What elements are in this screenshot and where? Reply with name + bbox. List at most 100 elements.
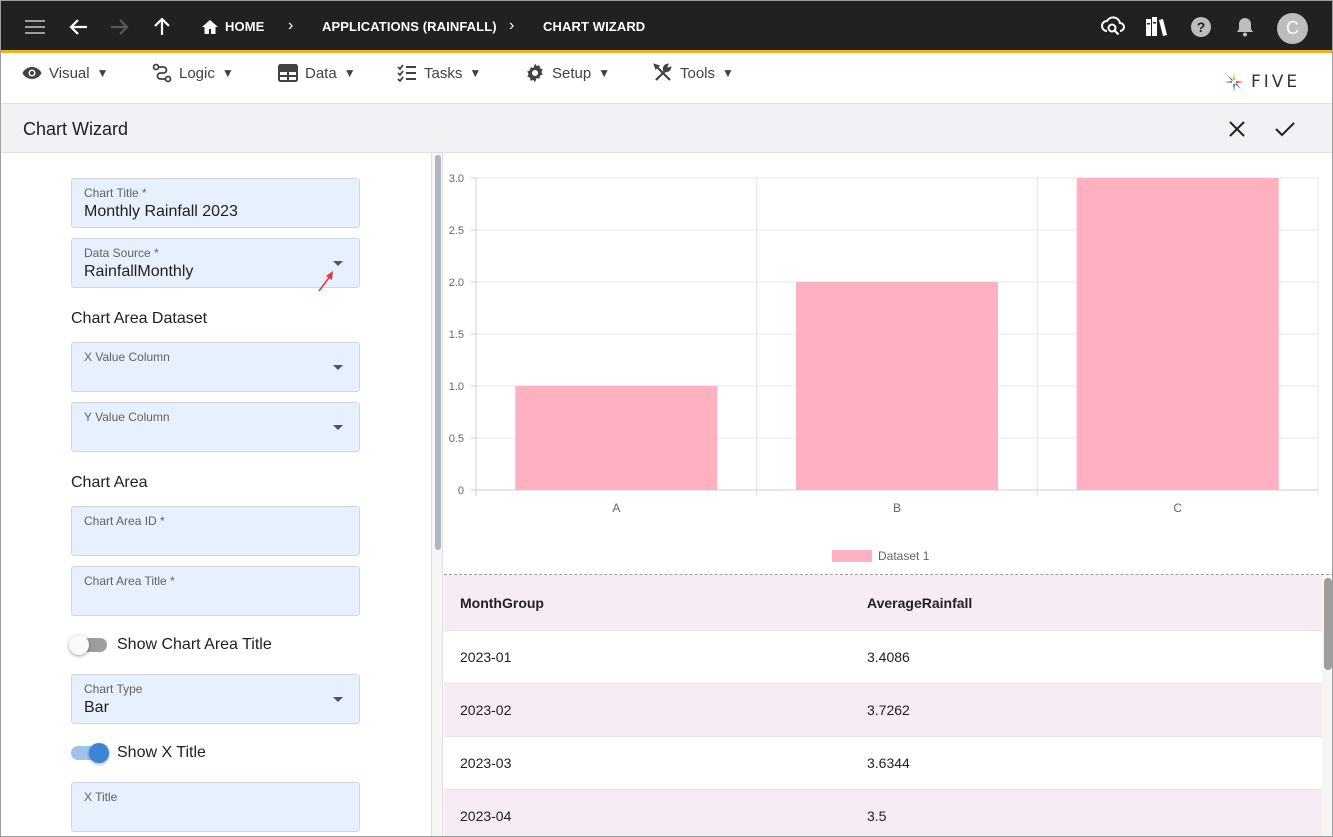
chart-form-panel: Chart Title * Monthly Rainfall 2023 Data… <box>1 153 431 836</box>
cell-monthgroup: 2023-04 <box>460 808 512 824</box>
column-header-monthgroup[interactable]: MonthGroup <box>460 594 544 611</box>
confirm-button[interactable] <box>1272 116 1298 142</box>
toggle-knob <box>89 743 109 763</box>
dropdown-arrow-icon[interactable] <box>333 261 343 266</box>
top-bar: HOME › APPLICATIONS (RAINFALL) › CHART W… <box>1 1 1332 53</box>
pointer-arrow-annotation <box>318 271 333 292</box>
chart-type-select[interactable]: Chart Type Bar <box>71 674 360 724</box>
dropdown-caret-icon: ▼ <box>96 66 109 80</box>
y-tick-label: 2.5 <box>449 225 464 237</box>
menu-label: Setup <box>552 64 592 82</box>
y-tick-label: 0 <box>458 485 464 497</box>
breadcrumb-chart-wizard[interactable]: CHART WIZARD <box>543 19 646 34</box>
table-row[interactable]: 2023-02 3.7262 <box>444 684 1322 737</box>
field-label: Chart Type <box>84 682 143 696</box>
x-tick-label: A <box>612 501 620 515</box>
x-tick-label: B <box>893 501 901 515</box>
bar-chart: 0 0.5 1.0 1.5 2.0 2.5 3.0 A B C Dataset 1 <box>449 173 1319 563</box>
bar-C <box>1076 178 1279 490</box>
y-tick-label: 3.0 <box>449 173 464 185</box>
toggle-knob <box>69 635 89 655</box>
notifications-bell-icon[interactable] <box>1232 14 1258 40</box>
forward-arrow-icon[interactable] <box>106 14 132 40</box>
table-row[interactable]: 2023-03 3.6344 <box>444 737 1322 790</box>
field-label: Data Source * <box>84 246 159 260</box>
menu-label: Tasks <box>424 64 463 82</box>
menu-label: Tools <box>680 64 716 82</box>
home-icon[interactable] <box>197 14 223 40</box>
menu-setup[interactable]: Setup ▼ <box>525 63 610 83</box>
table-row[interactable]: 2023-04 3.5 <box>444 790 1322 836</box>
menu-logic[interactable]: Logic ▼ <box>152 63 234 83</box>
cell-averagerainfall: 3.4086 <box>867 649 910 665</box>
cancel-button[interactable] <box>1224 116 1250 142</box>
menu-label: Logic <box>179 64 215 82</box>
eye-icon <box>22 67 42 79</box>
toggle-switch[interactable] <box>71 743 109 763</box>
legend-label: Dataset 1 <box>878 549 930 563</box>
main-menu-bar: Visual ▼ Logic ▼ Data ▼ Tasks ▼ Setup ▼ … <box>1 56 1332 103</box>
dropdown-arrow-icon[interactable] <box>333 425 343 430</box>
breadcrumb-chevron-icon: › <box>288 17 294 34</box>
dropdown-caret-icon: ▼ <box>343 66 356 80</box>
breadcrumb-home[interactable]: HOME <box>225 19 265 34</box>
up-arrow-icon[interactable] <box>149 14 175 40</box>
legend-swatch <box>832 550 872 562</box>
chart-preview: 0 0.5 1.0 1.5 2.0 2.5 3.0 A B C Dataset 1 <box>444 153 1332 573</box>
menu-data[interactable]: Data ▼ <box>278 64 356 82</box>
menu-label: Visual <box>49 64 90 82</box>
logic-icon <box>152 63 172 83</box>
y-tick-label: 0.5 <box>449 433 464 445</box>
cell-averagerainfall: 3.7262 <box>867 702 910 718</box>
tools-icon <box>653 63 672 81</box>
close-icon <box>1229 121 1245 137</box>
section-chart-area-dataset: Chart Area Dataset <box>71 310 208 327</box>
page-title: Chart Wizard <box>23 119 129 139</box>
menu-tasks[interactable]: Tasks ▼ <box>397 64 481 82</box>
cell-averagerainfall: 3.5 <box>867 808 887 824</box>
panel-splitter[interactable] <box>431 153 443 836</box>
x-title-field[interactable]: X Title <box>71 782 360 832</box>
column-header-averagerainfall[interactable]: AverageRainfall <box>867 594 973 611</box>
data-source-select[interactable]: Data Source * RainfallMonthly <box>71 238 360 292</box>
section-chart-area: Chart Area <box>71 474 148 491</box>
table-icon <box>278 64 298 82</box>
table-scrollbar[interactable] <box>1322 575 1332 836</box>
table-scrollbar-thumb[interactable] <box>1324 578 1332 670</box>
y-value-column-select[interactable]: Y Value Column <box>71 402 360 452</box>
breadcrumb-applications[interactable]: APPLICATIONS (RAINFALL) <box>322 19 497 34</box>
back-arrow-icon[interactable] <box>66 14 92 40</box>
table-row[interactable]: 2023-01 3.4086 <box>444 631 1322 684</box>
show-x-title-toggle[interactable]: Show X Title <box>71 741 206 765</box>
form-scrollbar-thumb[interactable] <box>435 155 441 550</box>
x-value-column-select[interactable]: X Value Column <box>71 342 360 392</box>
field-value: Monthly Rainfall 2023 <box>84 203 238 220</box>
cloud-search-icon[interactable] <box>1100 14 1126 40</box>
library-books-icon[interactable] <box>1143 14 1169 40</box>
page-header: Chart Wizard <box>1 103 1332 153</box>
field-label: Chart Title * <box>84 186 147 200</box>
toggle-label: Show Chart Area Title <box>117 636 272 653</box>
hamburger-menu-icon[interactable] <box>22 14 48 40</box>
user-avatar[interactable]: C <box>1277 13 1308 44</box>
menu-visual[interactable]: Visual ▼ <box>22 64 108 82</box>
field-label: Chart Area Title * <box>84 574 175 588</box>
breadcrumb-chevron-icon: › <box>509 17 515 34</box>
show-chart-area-title-toggle[interactable]: Show Chart Area Title <box>69 633 272 657</box>
gear-icon <box>527 63 543 83</box>
brand-text: FIVE <box>1251 72 1301 92</box>
chart-area-id-field[interactable]: Chart Area ID * <box>71 506 360 556</box>
dropdown-arrow-icon[interactable] <box>333 365 343 370</box>
chart-area-title-field[interactable]: Chart Area Title * <box>71 566 360 616</box>
bar-B <box>795 282 999 490</box>
bar-A <box>515 386 718 490</box>
field-value: Bar <box>84 699 109 716</box>
table-header-row: MonthGroup AverageRainfall <box>444 575 1322 631</box>
chart-title-field[interactable]: Chart Title * Monthly Rainfall 2023 <box>71 178 360 228</box>
toggle-switch[interactable] <box>69 635 107 655</box>
menu-tools[interactable]: Tools ▼ <box>653 63 734 82</box>
field-label: X Value Column <box>84 350 170 364</box>
help-icon[interactable]: ? <box>1188 14 1214 40</box>
dropdown-arrow-icon[interactable] <box>333 697 343 702</box>
